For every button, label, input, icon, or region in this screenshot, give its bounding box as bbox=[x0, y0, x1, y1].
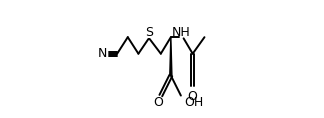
Text: S: S bbox=[145, 26, 153, 39]
Text: OH: OH bbox=[184, 96, 204, 109]
Text: N: N bbox=[98, 47, 107, 60]
Text: NH: NH bbox=[171, 26, 190, 39]
Text: O: O bbox=[153, 96, 163, 109]
Text: O: O bbox=[188, 90, 198, 103]
Polygon shape bbox=[170, 37, 172, 76]
